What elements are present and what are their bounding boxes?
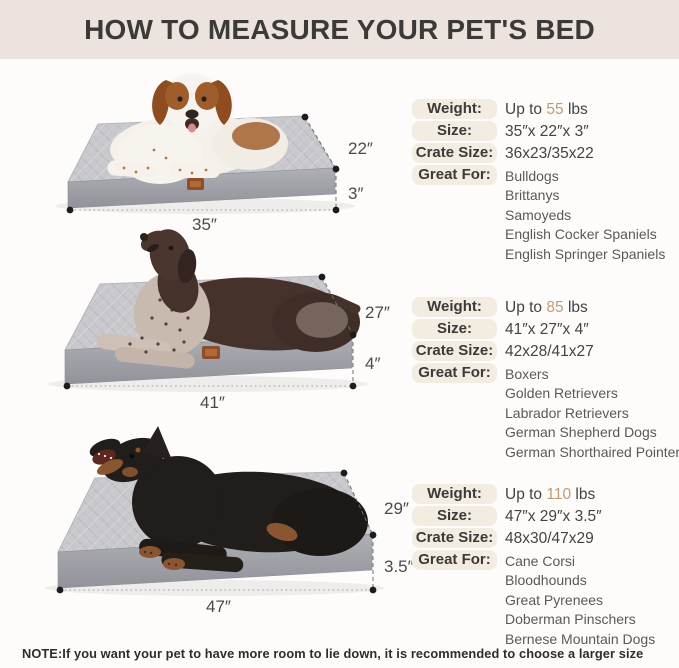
crate-size-label-chip: Crate Size: [412, 341, 497, 361]
breed-item: Great Pyrenees [505, 591, 604, 608]
great-for-label-chip: Great For: [412, 165, 497, 185]
breed-item: Bernese Mountain Dogs [505, 630, 656, 647]
breed-item: English Springer Spaniels [505, 245, 666, 262]
size-value: 41″x 27″x 4″ [505, 321, 589, 338]
breed-list: Bulldogs Brittanys Samoyeds English Cock… [505, 165, 665, 264]
dimension-annotations-large: 29″ 3.5″ 47″ [56, 469, 414, 616]
crate-size-row: Crate Size: 36x23/35x22 [412, 143, 676, 163]
dim-width-label: 41″ [200, 393, 225, 412]
size-label-chip: Size: [412, 121, 497, 141]
breed-list: Boxers Golden Retrievers Labrador Retrie… [505, 363, 679, 462]
crate-size-label-chip: Crate Size: [412, 143, 497, 163]
dimension-annotations-small: 22″ 3″ 35″ [66, 113, 373, 234]
page-title: HOW TO MEASURE YOUR PET'S BED [84, 13, 595, 45]
crate-size-label-chip: Crate Size: [412, 528, 497, 548]
crate-size-row: Crate Size: 42x28/41x27 [412, 341, 676, 361]
weight-number: 55 [546, 101, 564, 118]
dim-height-label: 4″ [365, 354, 380, 373]
weight-value: Up to 85 lbs [505, 299, 588, 316]
spec-block-small: Weight: Up to 55 lbs Size: 35″x 22″x 3″ … [412, 99, 676, 266]
dog-illustration-brittany-spaniel [107, 73, 288, 184]
breed-item: Boxers [505, 366, 549, 382]
breed-list: Cane Corsi Bloodhounds Great Pyrenees Do… [505, 550, 655, 649]
bottom-note: NOTE:If you want your pet to have more r… [22, 646, 644, 661]
dim-height-label: 3.5″ [384, 557, 414, 576]
crate-size-value: 48x30/47x29 [505, 530, 594, 547]
weight-label-chip: Weight: [412, 484, 497, 504]
weight-label-chip: Weight: [412, 297, 497, 317]
great-for-label-chip: Great For: [412, 550, 497, 570]
size-value: 35″x 22″x 3″ [505, 123, 589, 140]
weight-number: 85 [546, 299, 564, 316]
breed-item: Golden Retrievers [505, 385, 618, 402]
title-banner: HOW TO MEASURE YOUR PET'S BED [0, 0, 679, 59]
breed-item: Labrador Retrievers [505, 404, 629, 421]
breed-item: Cane Corsi [505, 553, 576, 569]
weight-value: Up to 55 lbs [505, 101, 588, 118]
dimension-annotations-medium: 27″ 4″ 41″ [63, 273, 390, 412]
size-row: Size: 47″x 29″x 3.5″ [412, 506, 676, 526]
size-row: Size: 35″x 22″x 3″ [412, 121, 676, 141]
great-for-row: Great For: Boxers Golden Retrievers Labr… [412, 363, 679, 462]
great-for-row: Great For: Bulldogs Brittanys Samoyeds E… [412, 165, 676, 264]
breed-item: Bulldogs [505, 168, 559, 184]
dim-width-label: 47″ [206, 597, 231, 616]
crate-size-row: Crate Size: 48x30/47x29 [412, 528, 676, 548]
bed-figure-small: 22″ 3″ 35″ [55, 73, 373, 234]
great-for-row: Great For: Cane Corsi Bloodhounds Great … [412, 550, 676, 649]
crate-size-value: 36x23/35x22 [505, 145, 594, 162]
size-label-chip: Size: [412, 506, 497, 526]
dim-width-label: 35″ [192, 215, 217, 234]
crate-size-value: 42x28/41x27 [505, 343, 594, 360]
weight-row: Weight: Up to 110 lbs [412, 484, 676, 504]
weight-value: Up to 110 lbs [505, 486, 596, 503]
dim-depth-label: 29″ [384, 499, 409, 518]
breed-item: Samoyeds [505, 206, 572, 223]
breed-item: Bloodhounds [505, 572, 587, 589]
spec-block-medium: Weight: Up to 85 lbs Size: 41″x 27″x 4″ … [412, 297, 679, 464]
weight-row: Weight: Up to 85 lbs [412, 297, 676, 317]
bed-figure-large: 29″ 3.5″ 47″ [45, 426, 414, 616]
weight-label-chip: Weight: [412, 99, 497, 119]
size-label-chip: Size: [412, 319, 497, 339]
dog-illustration-german-shorthaired-pointer [96, 229, 361, 369]
size-value: 47″x 29″x 3.5″ [505, 508, 602, 525]
dim-height-label: 3″ [348, 184, 363, 203]
size-row: Size: 41″x 27″x 4″ [412, 319, 676, 339]
weight-number: 110 [546, 486, 572, 503]
breed-item: German Shorthaired Pointers [505, 443, 679, 460]
dog-illustration-doberman [89, 426, 368, 573]
spec-block-large: Weight: Up to 110 lbs Size: 47″x 29″x 3.… [412, 484, 676, 651]
breed-item: Brittanys [505, 187, 560, 204]
breed-item: English Cocker Spaniels [505, 226, 657, 243]
breed-item: German Shepherd Dogs [505, 424, 657, 441]
weight-row: Weight: Up to 55 lbs [412, 99, 676, 119]
breed-item: Doberman Pinschers [505, 611, 636, 628]
dim-depth-label: 27″ [365, 303, 390, 322]
great-for-label-chip: Great For: [412, 363, 497, 383]
dim-depth-label: 22″ [348, 139, 373, 158]
bed-figure-medium: 27″ 4″ 41″ [48, 229, 390, 412]
